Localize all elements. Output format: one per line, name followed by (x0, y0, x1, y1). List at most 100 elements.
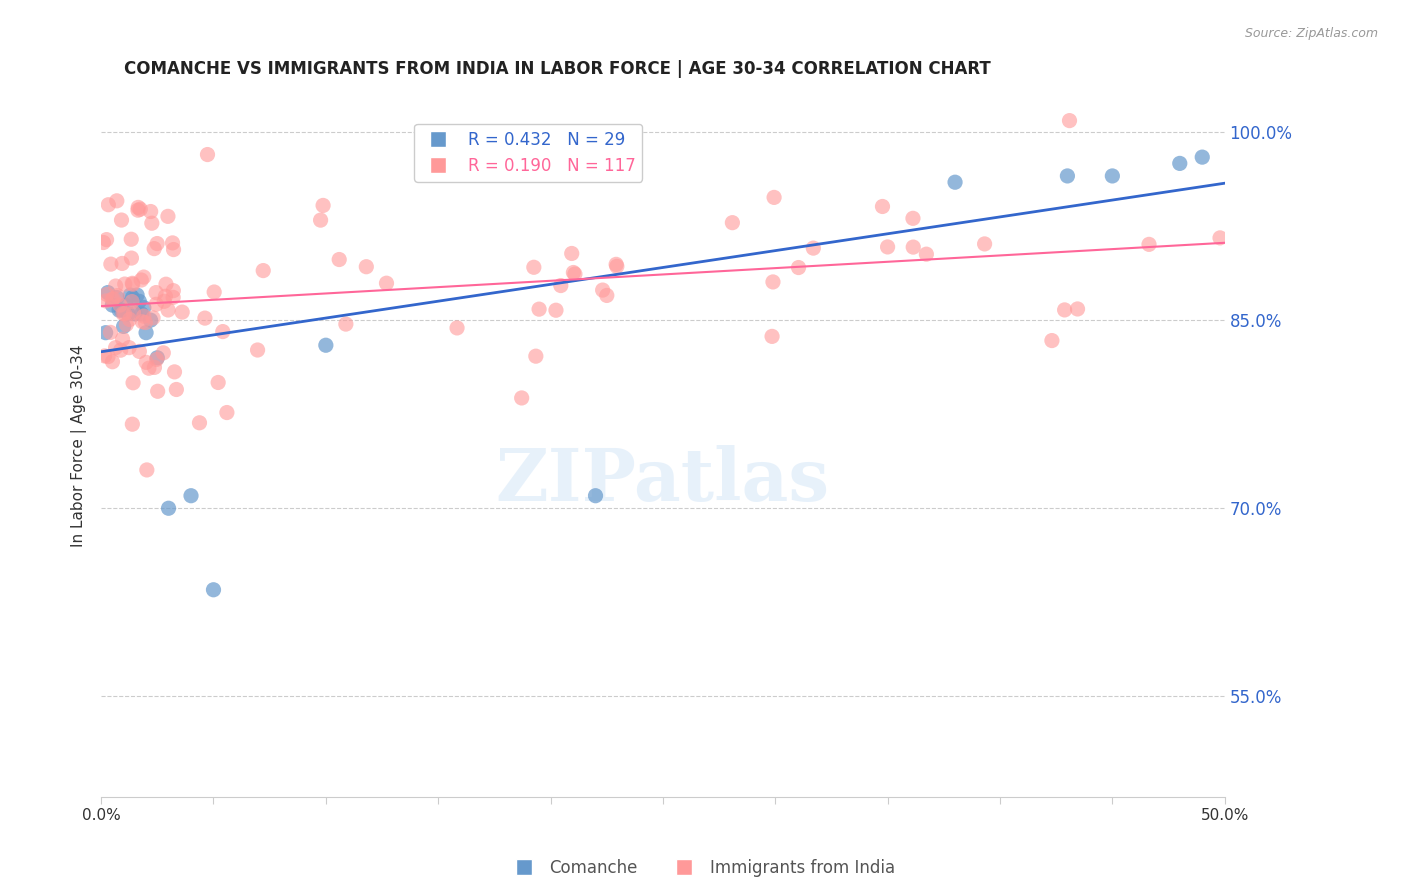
Point (1209, 231, 1232, 245)
Point (135, 355, 157, 369)
Point (131, 315, 153, 329)
Point (356, 260, 378, 274)
Point (138, 361, 160, 376)
Point (162, 243, 184, 257)
Point (1168, 156, 1191, 170)
Y-axis label: In Labor Force | Age 30-34: In Labor Force | Age 30-34 (72, 344, 87, 547)
Point (197, 147, 219, 161)
Point (562, 266, 585, 280)
Point (121, 417, 143, 432)
Point (312, 198, 335, 212)
Point (101, 355, 124, 369)
Point (335, 317, 357, 331)
Point (115, 298, 138, 312)
Point (524, 349, 547, 363)
Point (162, 235, 184, 250)
Point (915, 247, 938, 261)
Point (1191, 150, 1213, 164)
Point (564, 267, 586, 281)
Point (787, 260, 810, 275)
Point (96, 287, 118, 301)
Point (146, 351, 169, 365)
Point (215, 405, 238, 419)
Point (146, 236, 169, 251)
Point (157, 303, 180, 318)
Point (876, 240, 898, 254)
Point (118, 341, 141, 355)
Point (527, 302, 550, 317)
Point (207, 376, 229, 390)
Point (96, 233, 118, 247)
Point (1059, 113, 1081, 128)
Point (1040, 334, 1063, 348)
Point (194, 311, 217, 326)
Point (143, 242, 166, 256)
Point (104, 341, 127, 355)
Point (132, 301, 155, 315)
Point (375, 276, 398, 290)
Point (544, 303, 567, 318)
Point (973, 236, 995, 251)
Text: Source: ZipAtlas.com: Source: ZipAtlas.com (1244, 27, 1378, 40)
Point (721, 216, 744, 230)
Point (97, 350, 120, 364)
Point (105, 194, 128, 208)
Point (135, 463, 157, 477)
Point (108, 303, 131, 318)
Point (165, 383, 187, 397)
Point (112, 319, 135, 334)
Point (1137, 237, 1160, 252)
Point (111, 332, 134, 346)
Point (156, 210, 179, 224)
Point (129, 202, 152, 217)
Point (110, 213, 132, 227)
Point (129, 273, 152, 287)
Point (127, 203, 149, 218)
Point (202, 582, 225, 597)
Point (120, 251, 142, 265)
Point (115, 318, 138, 332)
Text: COMANCHE VS IMMIGRANTS FROM INDIA IN LABOR FORCE | AGE 30-34 CORRELATION CHART: COMANCHE VS IMMIGRANTS FROM INDIA IN LAB… (124, 60, 990, 78)
Point (157, 501, 180, 516)
Point (117, 307, 139, 321)
Point (111, 256, 134, 270)
Point (145, 285, 167, 300)
Point (122, 306, 145, 320)
Point (585, 489, 607, 503)
Point (315, 338, 337, 352)
Point (125, 288, 148, 302)
Point (93, 349, 115, 363)
Point (121, 294, 143, 309)
Point (141, 216, 163, 230)
Text: ZIPatlas: ZIPatlas (496, 445, 830, 516)
Point (801, 241, 824, 255)
Point (124, 307, 146, 321)
Point (97, 285, 120, 300)
Point (97, 198, 120, 212)
Point (211, 325, 233, 339)
Point (110, 303, 132, 318)
Legend: Comanche, Immigrants from India: Comanche, Immigrants from India (505, 853, 901, 884)
Point (153, 294, 176, 309)
Point (110, 343, 132, 358)
Point (1056, 169, 1078, 183)
Point (523, 260, 546, 275)
Point (1066, 301, 1088, 316)
Point (146, 384, 169, 399)
Point (94, 326, 117, 340)
Point (596, 288, 619, 302)
Point (139, 313, 162, 327)
Point (134, 316, 156, 330)
Point (135, 326, 157, 340)
Point (143, 360, 166, 375)
Point (145, 297, 167, 311)
Point (152, 346, 174, 360)
Point (1053, 302, 1076, 317)
Point (105, 288, 128, 302)
Point (131, 307, 153, 321)
Point (550, 278, 572, 293)
Point (762, 275, 785, 289)
Point (127, 201, 149, 215)
Point (172, 305, 194, 319)
Point (118, 312, 141, 326)
